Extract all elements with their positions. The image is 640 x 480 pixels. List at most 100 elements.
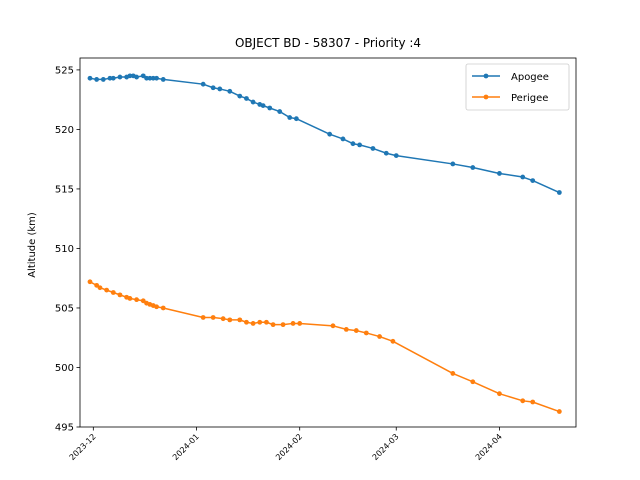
apogee-point: [227, 88, 233, 94]
apogee-point: [393, 153, 399, 159]
apogee-point: [293, 116, 299, 122]
perigee-point: [343, 326, 349, 332]
perigee-point: [200, 315, 206, 320]
apogee-point: [100, 77, 106, 82]
apogee-point: [87, 75, 93, 81]
perigee-point: [160, 305, 166, 311]
apogee-point: [250, 99, 256, 105]
apogee-point: [117, 74, 123, 80]
apogee-point: [144, 75, 149, 81]
apogee-point: [520, 174, 526, 180]
perigee-point: [227, 317, 233, 323]
perigee-point: [270, 322, 276, 328]
y-tick-label: 510: [55, 244, 74, 255]
perigee-point: [470, 379, 476, 385]
x-tick-label: 2024-02: [274, 432, 304, 462]
apogee-point: [383, 150, 389, 156]
apogee-point: [140, 73, 146, 79]
apogee-point: [277, 109, 283, 114]
legend: Apogee Perigee: [465, 63, 570, 111]
perigee-point: [520, 398, 526, 404]
apogee-point: [450, 161, 456, 167]
perigee-point: [97, 285, 103, 291]
series-layer: [87, 73, 562, 414]
x-axis: 2023-12 2024-01 2024-02 2024-03 2024-04: [68, 427, 504, 462]
apogee-point: [350, 141, 356, 147]
perigee-point: [117, 292, 123, 298]
apogee-point: [154, 75, 159, 81]
apogee-point: [210, 85, 216, 91]
apogee-point: [357, 142, 363, 148]
perigee-point: [497, 391, 502, 397]
perigee-point: [237, 317, 243, 323]
perigee-point: [280, 322, 286, 328]
apogee-point: [217, 86, 223, 92]
perigee-point: [450, 371, 456, 376]
perigee-point: [330, 323, 336, 329]
perigee-point: [87, 279, 93, 285]
x-tick-label: 2024-04: [474, 432, 504, 462]
perigee-point: [390, 338, 396, 344]
perigee-point: [264, 319, 269, 325]
perigee-point: [220, 316, 226, 322]
apogee-point: [160, 77, 166, 82]
legend-perigee-marker: [483, 94, 489, 100]
legend-apogee-marker: [483, 73, 489, 79]
apogee-point: [134, 74, 139, 80]
y-tick-label: 525: [55, 65, 74, 76]
legend-apogee-label: Apogee: [511, 72, 549, 83]
apogee-point: [94, 77, 100, 82]
x-tick-label: 2023-12: [68, 432, 98, 462]
legend-perigee-label: Perigee: [511, 93, 548, 104]
apogee-point: [556, 190, 562, 195]
perigee-point: [290, 321, 296, 326]
apogee-point: [340, 136, 346, 142]
y-tick-label: 495: [55, 423, 74, 434]
plot-frame: [79, 57, 577, 428]
perigee-point: [257, 319, 263, 325]
apogee-point: [110, 75, 116, 81]
apogee-point: [150, 75, 156, 81]
y-tick-label: 500: [55, 363, 74, 374]
perigee-point: [94, 282, 100, 288]
apogee-point: [370, 146, 376, 151]
apogee-point: [127, 73, 133, 79]
perigee-point: [104, 287, 110, 293]
apogee-point: [287, 115, 293, 120]
perigee-point: [134, 297, 139, 303]
apogee-point: [470, 165, 476, 170]
perigee-point: [250, 321, 256, 326]
apogee-point: [200, 81, 206, 87]
perigee-point: [154, 304, 159, 310]
apogee-point: [530, 178, 536, 184]
apogee-point: [244, 96, 249, 101]
perigee-point: [353, 328, 359, 333]
x-tick-label: 2024-03: [371, 432, 401, 462]
y-tick-label: 505: [55, 303, 74, 314]
perigee-point: [140, 298, 146, 304]
y-tick-label: 520: [55, 125, 74, 136]
perigee-point: [363, 330, 369, 336]
y-tick-label: 515: [55, 184, 74, 195]
perigee-point: [297, 321, 303, 326]
perigee-point: [556, 409, 562, 414]
apogee-point: [147, 75, 153, 81]
perigee-point: [210, 315, 216, 320]
y-axis-label: Altitude (km): [27, 212, 38, 278]
apogee-point: [107, 75, 113, 81]
apogee-point: [327, 131, 333, 137]
apogee-point: [267, 105, 273, 111]
chart-title: OBJECT BD - 58307 - Priority :4: [235, 36, 421, 50]
perigee-point: [127, 296, 133, 301]
perigee-point: [377, 334, 382, 339]
perigee-line: [89, 281, 560, 413]
apogee-point: [497, 171, 502, 176]
perigee-point: [530, 399, 536, 405]
perigee-point: [110, 290, 116, 295]
apogee-point: [260, 103, 266, 109]
perigee-point: [244, 319, 249, 325]
y-axis: 495 500 505 510 515 520 525: [55, 65, 80, 434]
apogee-point: [237, 93, 243, 99]
x-tick-label: 2024-01: [171, 432, 201, 462]
